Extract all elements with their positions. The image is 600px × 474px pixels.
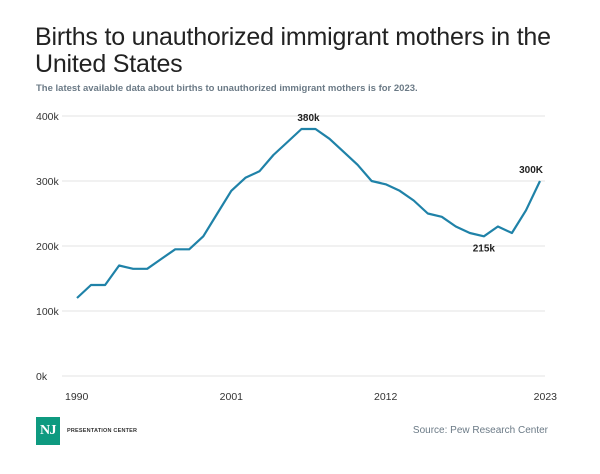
gridlines (62, 115, 545, 377)
series-line (76, 127, 541, 299)
y-axis-ticks: 0k 100k 200k 300k 400k (36, 111, 60, 383)
chart-subtitle: The latest available data about births t… (36, 83, 418, 94)
x-tick-label: 2023 (534, 391, 558, 403)
y-tick-label: 0k (36, 371, 48, 383)
annotations: 380k 215k 300K (297, 113, 543, 254)
x-axis-ticks: 1990 2001 2012 2023 (65, 391, 557, 403)
x-tick-label: 2001 (220, 391, 244, 403)
annotation-label: 300K (519, 165, 544, 176)
chart-title: Births to unauthorized immigrant mothers… (35, 23, 551, 78)
y-tick-label: 300k (36, 176, 60, 188)
y-tick-label: 400k (36, 111, 60, 123)
logo-text: PRESENTATION CENTER (67, 428, 138, 434)
annotation-label: 215k (473, 243, 496, 254)
y-tick-label: 200k (36, 241, 60, 253)
source-note: Source: Pew Research Center (412, 425, 548, 436)
x-tick-label: 2012 (374, 391, 398, 403)
y-tick-label: 100k (36, 306, 60, 318)
x-tick-label: 1990 (65, 391, 89, 403)
annotation-label: 380k (297, 113, 320, 124)
data-points (77, 129, 540, 298)
nj-logo-icon: NJ (36, 417, 60, 445)
